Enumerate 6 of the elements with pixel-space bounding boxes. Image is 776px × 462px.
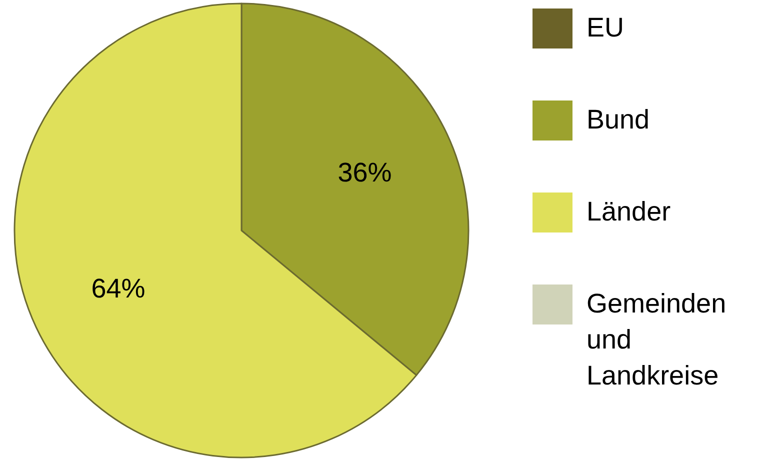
legend-label: Gemeinden und Landkreise <box>586 288 726 390</box>
data-label: 64% <box>91 273 146 304</box>
legend-label: Länder <box>586 196 671 226</box>
legend-label: Bund <box>586 104 650 134</box>
data-label: 36% <box>338 158 392 188</box>
legend-label: EU <box>586 12 624 42</box>
